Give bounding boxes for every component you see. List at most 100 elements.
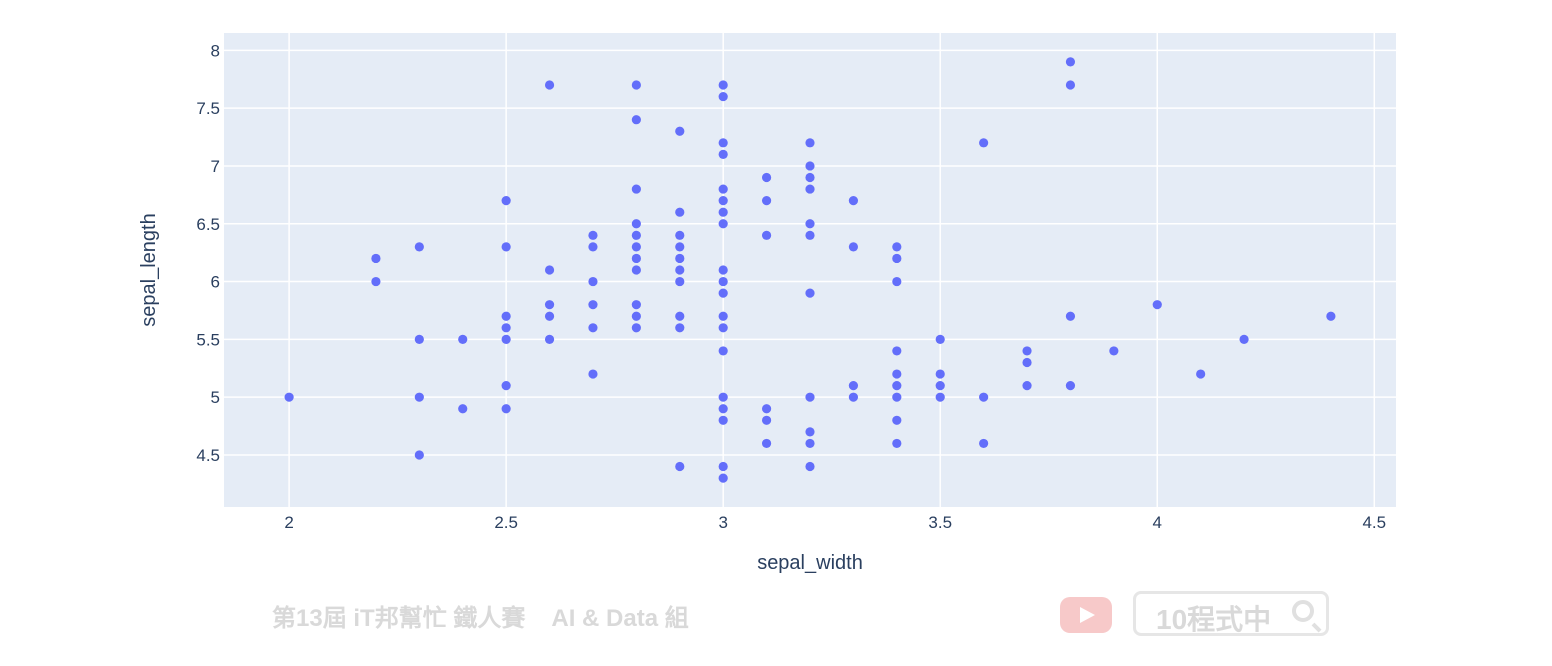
data-point — [544, 80, 555, 90]
data-point — [805, 219, 815, 229]
x-axis-title: sepal_width — [757, 552, 863, 574]
y-axis-ticks: 4.5 5 5.5 6 6.5 7 7.5 8 — [196, 41, 220, 465]
data-point — [718, 276, 728, 287]
x-tick-label: 2.5 — [494, 513, 518, 532]
data-point — [805, 288, 815, 298]
watermark-search-text: 10程式中 — [1156, 604, 1272, 635]
y-tick-label: 4.5 — [196, 446, 220, 465]
data-point — [848, 196, 859, 206]
data-point — [892, 392, 902, 402]
data-point — [718, 149, 728, 159]
data-point — [458, 404, 468, 414]
data-point — [761, 172, 772, 183]
data-point — [848, 392, 859, 402]
data-point — [501, 323, 511, 333]
data-point — [631, 80, 641, 90]
data-point — [805, 172, 815, 183]
data-point — [588, 300, 598, 310]
data-point — [501, 311, 511, 321]
data-point — [718, 138, 728, 148]
data-point — [718, 346, 728, 356]
data-point — [1109, 346, 1119, 356]
data-point — [979, 138, 989, 148]
search-icon — [1292, 600, 1314, 622]
data-point — [718, 461, 728, 472]
data-point — [1065, 57, 1076, 67]
data-point — [501, 196, 511, 206]
data-point — [805, 138, 815, 148]
data-point — [544, 334, 555, 344]
data-point — [718, 207, 728, 217]
data-point — [501, 334, 511, 344]
data-point — [1022, 357, 1032, 368]
data-point — [718, 288, 728, 298]
data-point — [675, 276, 685, 287]
data-point — [979, 392, 989, 402]
data-point — [414, 450, 424, 460]
data-point — [892, 369, 902, 379]
data-point — [718, 404, 728, 414]
data-point — [761, 230, 772, 240]
data-point — [675, 126, 685, 136]
data-point — [675, 207, 685, 217]
data-point — [588, 242, 598, 252]
data-point — [892, 415, 902, 425]
data-point — [544, 300, 555, 310]
x-tick-label: 2 — [284, 513, 293, 532]
data-point — [892, 253, 902, 264]
data-point — [979, 438, 989, 449]
data-point — [1152, 300, 1162, 310]
data-point — [588, 323, 598, 333]
data-point — [805, 392, 815, 402]
data-point — [718, 392, 728, 402]
data-point — [892, 346, 902, 356]
data-point — [414, 242, 424, 252]
youtube-icon — [1060, 597, 1112, 633]
data-point — [631, 311, 641, 321]
x-axis-ticks: 2 2.5 3 3.5 4 4.5 — [284, 513, 1386, 532]
data-point — [805, 230, 815, 240]
data-point — [675, 230, 685, 240]
data-point — [631, 323, 641, 333]
data-point — [718, 265, 728, 275]
data-point — [805, 184, 815, 194]
data-point — [631, 300, 641, 310]
data-point — [588, 369, 598, 379]
x-tick-label: 4 — [1153, 513, 1162, 532]
data-point — [761, 415, 772, 425]
y-tick-label: 7.5 — [196, 99, 220, 118]
watermark-event-title: 第13屆 iT邦幫忙 鐵人賽 — [272, 605, 526, 632]
data-point — [1326, 311, 1336, 321]
data-point — [371, 253, 381, 264]
data-point — [588, 230, 598, 240]
x-tick-label: 3.5 — [928, 513, 952, 532]
data-point — [631, 265, 641, 275]
data-point — [631, 184, 641, 194]
data-point — [1196, 369, 1206, 379]
data-point — [935, 381, 945, 391]
data-point — [805, 427, 815, 437]
data-point — [675, 253, 685, 264]
data-point — [761, 438, 772, 449]
data-point — [588, 276, 598, 287]
data-point — [718, 323, 728, 333]
watermark-event-group: AI & Data 組 — [551, 605, 689, 632]
data-point — [935, 369, 945, 379]
data-point — [458, 334, 468, 344]
data-point — [718, 473, 728, 483]
data-point — [935, 334, 945, 344]
x-tick-label: 4.5 — [1362, 513, 1386, 532]
data-point — [1065, 381, 1076, 391]
data-point — [761, 404, 772, 414]
data-point — [675, 242, 685, 252]
data-point — [631, 230, 641, 240]
data-point — [718, 311, 728, 321]
y-tick-label: 6.5 — [196, 215, 220, 234]
data-point — [544, 311, 555, 321]
data-point — [501, 404, 511, 414]
data-point — [631, 219, 641, 229]
y-tick-label: 6 — [211, 273, 220, 292]
data-point — [675, 311, 685, 321]
y-tick-label: 5.5 — [196, 330, 220, 349]
